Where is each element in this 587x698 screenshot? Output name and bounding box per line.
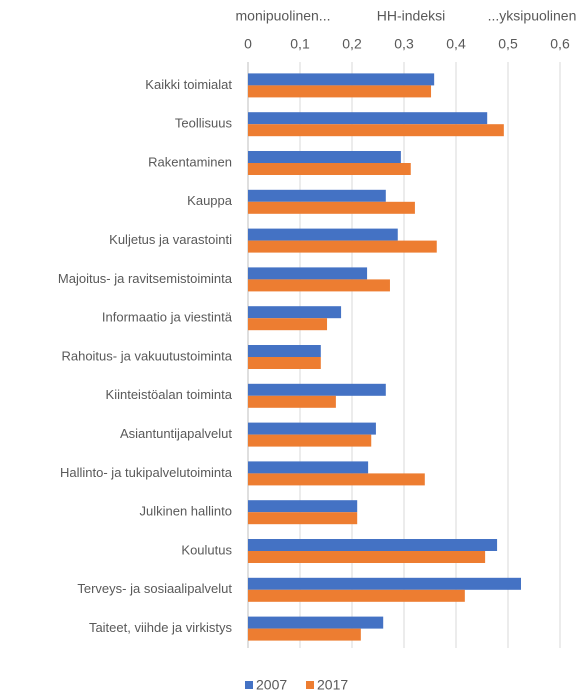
bar [248, 345, 321, 357]
bar [248, 383, 386, 396]
bar [248, 434, 372, 447]
y-tick-label: Hallinto- ja tukipalvelutoiminta [60, 465, 233, 480]
legend-label: 2007 [256, 677, 287, 693]
x-tick-label: 0,1 [290, 36, 310, 52]
bar [248, 539, 498, 551]
bar [248, 85, 432, 98]
x-tick-label: 0,6 [550, 36, 570, 52]
bar [248, 151, 401, 163]
bar [248, 395, 336, 408]
y-tick-label: Informaatio ja viestintä [102, 310, 233, 325]
legend-label: 2017 [317, 677, 348, 693]
bar [248, 473, 425, 486]
bar [248, 628, 361, 641]
bar [248, 279, 390, 292]
legend-swatch [245, 681, 253, 689]
bar [248, 422, 376, 435]
bar [248, 318, 328, 331]
legend-swatch [306, 681, 314, 689]
x-tick-label: 0,5 [498, 36, 518, 52]
bar [248, 163, 411, 175]
y-tick-label: Rahoitus- ja vakuutustoiminta [61, 348, 232, 363]
axis-title: HH-indeksi [377, 8, 445, 24]
bar [248, 306, 342, 319]
y-tick-label: Terveys- ja sosiaalipalvelut [77, 581, 232, 596]
x-tick-label: 0,2 [342, 36, 362, 52]
y-tick-label: Rakentaminen [148, 154, 232, 169]
bar [248, 357, 321, 369]
bar [248, 73, 435, 86]
bar [248, 267, 368, 280]
bar [248, 512, 358, 525]
bar [248, 616, 384, 629]
y-tick-label: Kiinteistöalan toiminta [106, 387, 233, 402]
y-tick-label: Teollisuus [175, 116, 233, 131]
bar [248, 240, 437, 253]
bar [248, 461, 369, 474]
bar [248, 500, 358, 513]
x-tick-label: 0,3 [394, 36, 414, 52]
bar [248, 551, 486, 563]
y-tick-label: Taiteet, viihde ja virkistys [89, 620, 233, 635]
bar [248, 124, 504, 137]
x-tick-label: 0 [244, 36, 252, 52]
bar [248, 189, 386, 202]
axis-title: ...yksipuolinen [488, 8, 577, 24]
bar [248, 228, 398, 241]
y-tick-label: Kuljetus ja varastointi [109, 232, 232, 247]
y-tick-label: Kauppa [187, 193, 233, 208]
bar [248, 577, 521, 590]
y-tick-label: Kaikki toimialat [145, 77, 232, 92]
axis-title: monipuolinen... [236, 8, 331, 24]
bar [248, 201, 415, 214]
y-tick-label: Majoitus- ja ravitsemistoiminta [58, 271, 233, 286]
bar [248, 589, 465, 602]
x-tick-label: 0,4 [446, 36, 466, 52]
y-tick-label: Asiantuntijapalvelut [120, 426, 232, 441]
y-tick-label: Koulutus [181, 542, 232, 557]
bar [248, 112, 488, 125]
y-tick-label: Julkinen hallinto [139, 504, 232, 519]
